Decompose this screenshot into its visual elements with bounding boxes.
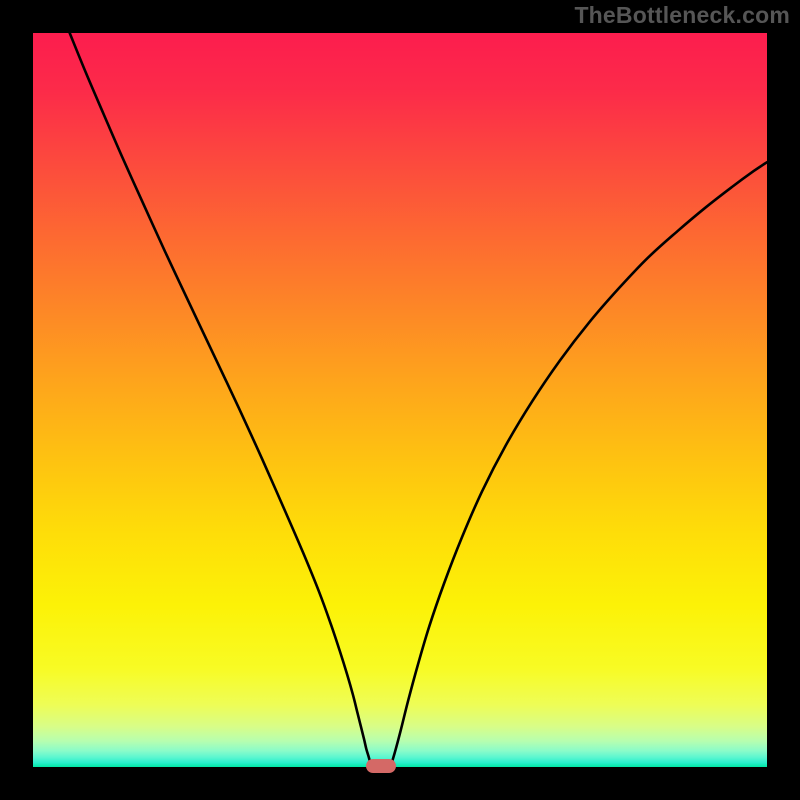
plot-area [33,33,767,767]
series-left_branch [70,33,373,767]
series-right_branch [390,162,767,767]
curve-layer [33,33,767,767]
watermark-text: TheBottleneck.com [574,2,790,29]
chart-frame: TheBottleneck.com [0,0,800,800]
bottleneck-marker [366,759,395,773]
